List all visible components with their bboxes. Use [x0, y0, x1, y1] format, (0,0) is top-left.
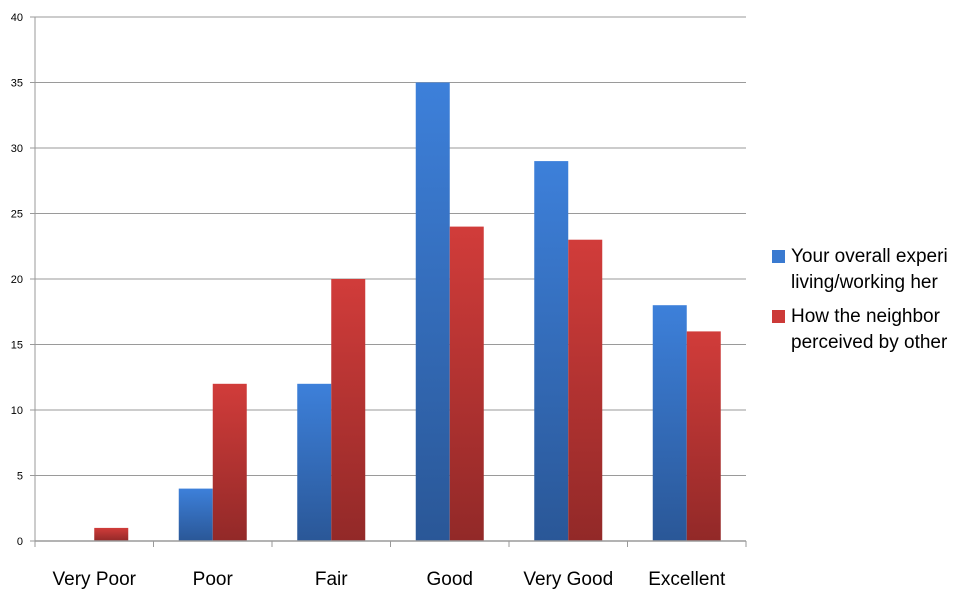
bar-series-2-good [449, 226, 484, 541]
legend-label-series-1: Your overall experi living/working her [791, 246, 948, 293]
bars [35, 82, 746, 542]
bar-series-2-excellent [686, 331, 721, 541]
x-tick-label: Good [427, 569, 473, 590]
y-tick-label: 0 [17, 536, 23, 548]
y-tick-label: 35 [11, 78, 23, 90]
bar-series-2-very-poor [94, 527, 129, 541]
x-tick-label: Fair [315, 569, 348, 590]
bar-series-1-good [415, 82, 450, 541]
bar-series-2-fair [331, 279, 366, 541]
x-tick-label: Very Poor [53, 569, 137, 590]
legend-item-series-1: Your overall experi living/working her [772, 244, 964, 296]
bar-series-2-very-good [568, 239, 603, 541]
bar-series-1-excellent [652, 305, 687, 541]
legend-swatch-series-1 [772, 250, 785, 263]
y-tick-label: 40 [11, 12, 23, 24]
x-tick-label: Very Good [523, 569, 613, 590]
y-tick-label: 25 [11, 209, 23, 221]
y-tick-label: 10 [11, 405, 23, 417]
legend-swatch-series-2 [772, 310, 785, 323]
y-tick-label: 5 [17, 471, 23, 483]
bar-series-1-very-good [534, 161, 569, 541]
axes [34, 17, 747, 547]
bar-series-1-poor [178, 488, 213, 541]
legend: Your overall experi living/working her H… [772, 244, 964, 364]
bar-series-2-poor [212, 383, 247, 541]
legend-label-series-2: How the neighbor perceived by other [791, 306, 948, 353]
x-tick-label: Excellent [648, 569, 726, 590]
y-tick-label: 20 [11, 274, 23, 286]
y-tick-label: 30 [11, 143, 23, 155]
x-tick-label: Poor [193, 569, 234, 590]
legend-item-series-2: How the neighbor perceived by other [772, 304, 964, 356]
y-tick-label: 15 [11, 340, 23, 352]
tick-labels: 0 5 10 15 20 25 30 35 40 Very Poor Poor Fair Good Ver… [11, 12, 726, 590]
gridlines [30, 16, 746, 542]
bar-series-1-fair [297, 383, 332, 541]
